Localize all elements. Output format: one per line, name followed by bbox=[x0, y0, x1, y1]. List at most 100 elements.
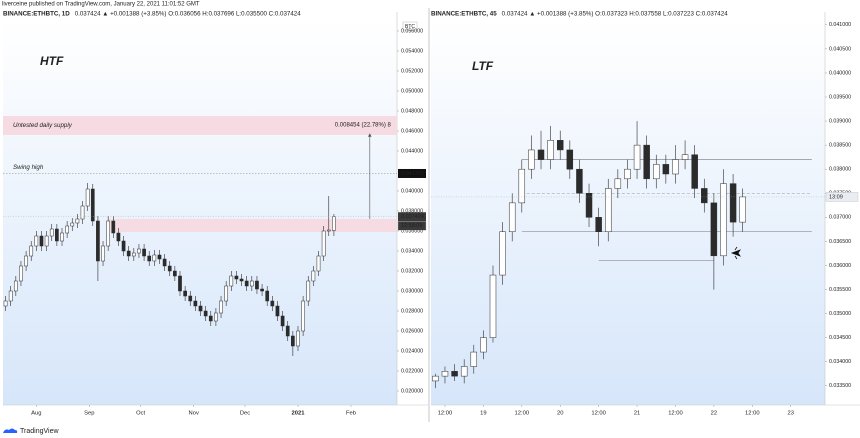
candle-body bbox=[291, 335, 295, 347]
candle-body bbox=[441, 371, 449, 377]
candle-body bbox=[585, 193, 593, 218]
y-tick-label: 0.032000 bbox=[401, 268, 423, 274]
candle-body bbox=[528, 149, 535, 170]
candle-body bbox=[224, 285, 229, 302]
y-tick-label: 0.034500 bbox=[829, 335, 851, 341]
candle-body bbox=[270, 300, 275, 307]
y-tick-label: 0.048000 bbox=[401, 108, 423, 114]
y-tick-label: 0.040000 bbox=[401, 188, 423, 194]
y-tick-label: 0.028000 bbox=[401, 308, 423, 314]
last-price: 0.037424 bbox=[401, 214, 424, 220]
y-tick-label: 0.022000 bbox=[401, 368, 423, 374]
candle-body bbox=[19, 265, 23, 282]
candle-body bbox=[121, 240, 126, 252]
candle-body bbox=[275, 305, 280, 317]
y-tick-label: 0.040500 bbox=[829, 46, 851, 52]
candle-body bbox=[547, 140, 554, 160]
candle-body bbox=[137, 248, 141, 254]
candle-body bbox=[96, 220, 100, 262]
candle-body bbox=[157, 254, 162, 260]
candle-body bbox=[672, 159, 679, 175]
x-tick-label: 19 bbox=[480, 411, 486, 417]
candle-body bbox=[499, 231, 506, 276]
candle-body bbox=[720, 183, 727, 257]
x-tick-label: 12:00 bbox=[515, 411, 530, 417]
x-tick-label: 12:00 bbox=[438, 411, 453, 417]
candle-body bbox=[183, 290, 187, 297]
candle-body bbox=[614, 178, 622, 189]
countdown-box bbox=[825, 192, 859, 202]
candle-body bbox=[8, 290, 13, 302]
brand: TradingView bbox=[20, 428, 59, 435]
candle-body bbox=[316, 255, 321, 272]
candle-body bbox=[566, 149, 574, 170]
zone bbox=[3, 116, 397, 135]
candle-body bbox=[662, 164, 670, 175]
chart-panel: BINANCE:ETHBTC, 45 0.037424 ▲ +0.001388 (… bbox=[431, 11, 860, 417]
candle-body bbox=[556, 140, 564, 151]
candle-body bbox=[460, 366, 468, 377]
candle-body bbox=[173, 270, 177, 277]
x-tick-label: Nov bbox=[189, 411, 199, 417]
candle-body bbox=[255, 280, 259, 290]
candle-body bbox=[3, 300, 8, 307]
candle-body bbox=[131, 252, 136, 257]
candle-body bbox=[90, 188, 95, 222]
candle-body bbox=[178, 275, 182, 292]
candle-body bbox=[55, 228, 59, 242]
candle-body bbox=[643, 144, 650, 180]
candle-body bbox=[70, 222, 75, 227]
candle-body bbox=[739, 196, 746, 223]
candle-body bbox=[311, 270, 316, 282]
candle-body bbox=[60, 232, 64, 242]
ohlc-readout: 0.037424 ▲ +0.001388 (+3.85%) O:0.036056… bbox=[75, 11, 302, 18]
zone-label: Untested daily supply bbox=[13, 122, 73, 129]
x-tick-label: 12:00 bbox=[745, 411, 760, 417]
y-tick-label: 0.037000 bbox=[829, 215, 851, 221]
zone bbox=[108, 219, 397, 232]
y-tick-label: 0.052000 bbox=[401, 68, 423, 74]
y-tick-label: 0.044000 bbox=[401, 148, 423, 154]
y-tick-label: 0.038000 bbox=[401, 208, 423, 214]
candle-body bbox=[167, 265, 172, 272]
candle-body bbox=[489, 274, 497, 338]
x-tick-label: Dec bbox=[240, 411, 250, 417]
y-tick-label: 0.035500 bbox=[829, 287, 851, 293]
y-tick-label: 0.033500 bbox=[829, 383, 851, 389]
y-tick-label: 0.035000 bbox=[829, 311, 851, 317]
y-tick-label: 0.039000 bbox=[829, 118, 851, 124]
candle-body bbox=[321, 230, 326, 257]
candle-body bbox=[116, 232, 121, 242]
candle-body bbox=[75, 218, 80, 224]
candle-body bbox=[111, 220, 116, 234]
swing-high-price: 0.041752 bbox=[401, 171, 424, 177]
candle-body bbox=[691, 154, 698, 189]
x-tick-label: 23 bbox=[787, 411, 793, 417]
candle-body bbox=[239, 278, 244, 282]
candle-body bbox=[24, 255, 28, 267]
candle-body bbox=[244, 280, 249, 287]
candle-body bbox=[13, 280, 18, 292]
plot-background bbox=[431, 20, 825, 405]
candle-body bbox=[34, 235, 39, 247]
symbol: BINANCE:ETHBTC, 45 bbox=[431, 11, 497, 18]
chart-panel: BINANCE:ETHBTC, 1D 0.037424 ▲ +0.001388 (… bbox=[3, 11, 428, 417]
candle-body bbox=[193, 300, 198, 307]
y-tick-label: 0.056000 bbox=[401, 28, 423, 34]
candle-body bbox=[508, 202, 516, 232]
candle-body bbox=[470, 351, 478, 367]
y-tick-label: 0.038000 bbox=[829, 167, 851, 173]
candle-body bbox=[229, 275, 234, 287]
candle-body bbox=[710, 202, 718, 257]
candle-body bbox=[633, 144, 641, 170]
candle-body bbox=[537, 149, 545, 160]
y-tick-label: 0.038500 bbox=[829, 143, 851, 149]
y-tick-label: 0.039500 bbox=[829, 94, 851, 100]
candle-body bbox=[624, 168, 631, 180]
candle-body bbox=[332, 216, 336, 231]
candle-body bbox=[39, 235, 44, 247]
countdown-box bbox=[397, 221, 427, 231]
x-tick-label: Oct bbox=[136, 411, 145, 417]
candle-body bbox=[285, 325, 290, 337]
